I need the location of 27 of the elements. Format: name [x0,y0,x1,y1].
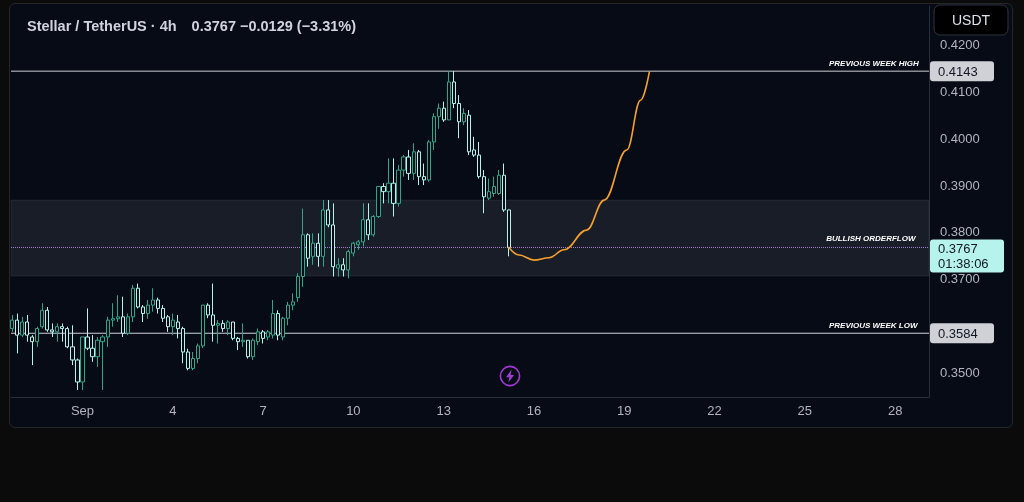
text: 0.3767 −0.0129 (−3.31%) [191,18,357,34]
text: Stellar / TetherUS · 4h [27,18,177,34]
ref-line-label: PREVIOUS WEEK LOW [829,320,919,330]
y-tick-label: 0.4000 [940,130,980,146]
x-tick-label: 28 [887,403,903,418]
y-tick-label: 0.3900 [940,177,980,193]
text: 0.3584 [938,325,978,341]
x-tick-label: 13 [436,403,451,418]
y-tick-label: 0.4100 [940,83,980,99]
text: 0.3767 [938,240,978,256]
y-tick-label: 0.3500 [940,365,980,381]
x-tick-label: 10 [346,403,361,418]
ref-line-label: PREVIOUS WEEK HIGH [829,58,920,68]
band-label: BULLISH ORDERFLOW [826,233,917,243]
y-tick-label: 0.4200 [940,36,980,52]
x-tick-label: 25 [797,403,813,418]
y-tick-label: 0.3800 [940,224,980,240]
y-tick-label: 0.3700 [940,271,980,287]
x-tick-label: 4 [169,403,177,418]
x-tick-label: 7 [259,403,267,418]
x-tick-label: 16 [526,403,542,418]
x-tick-label: 19 [617,403,632,418]
x-tick-label: Sep [70,403,95,418]
ref-line-label: 01:38:06 [938,255,989,271]
y-axis-title: USDT [951,12,991,28]
text: 0.4143 [938,63,978,79]
x-tick-label: 22 [707,403,722,418]
